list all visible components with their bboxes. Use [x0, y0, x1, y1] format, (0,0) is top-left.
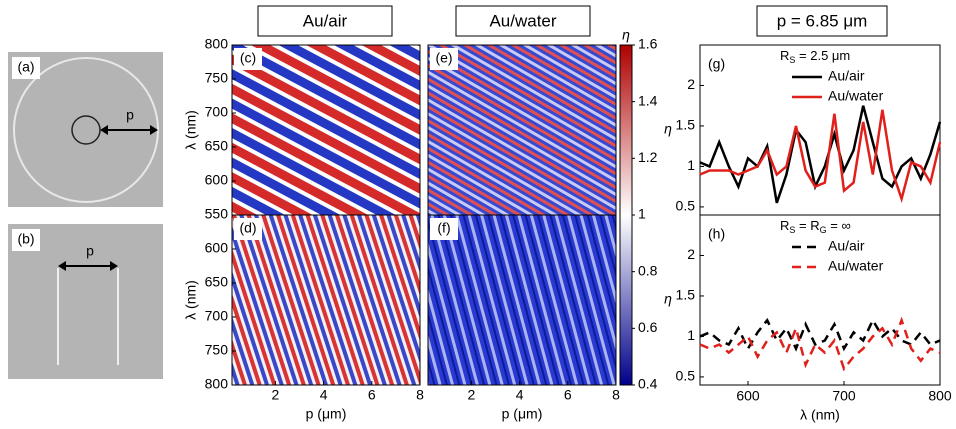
colorbar-tick-label: 1: [638, 206, 646, 222]
y-axis-label: λ (nm): [183, 280, 199, 320]
y-tick-label: 750: [205, 70, 229, 86]
colorbar-tick-label: 0.8: [638, 262, 658, 278]
x-axis-label: p (μm): [306, 406, 347, 422]
label-bg: [12, 57, 40, 79]
annotation-part: S: [789, 55, 795, 65]
label-bg: [12, 229, 40, 251]
series-line: [699, 316, 941, 372]
x-tick-label: 6: [564, 387, 572, 403]
annotation-part: G: [820, 225, 827, 235]
heatmap: [427, 214, 617, 386]
legend-label: Au/water: [828, 258, 884, 274]
panel-label-bg: [430, 218, 458, 240]
y-axis-label: η: [664, 291, 672, 307]
y-tick-label: 0.5: [676, 198, 696, 214]
y-tick-label: 1.5: [676, 117, 696, 133]
x-axis-label: λ (nm): [800, 407, 840, 423]
y-axis-label: λ (nm): [183, 110, 199, 150]
header-box: [756, 5, 888, 37]
y-tick-label: 700: [205, 104, 229, 120]
panel-label: (d): [239, 220, 256, 236]
y-tick-label: 800: [205, 376, 229, 392]
header: p = 6.85 μm: [777, 11, 868, 30]
annotation-part: S: [789, 225, 795, 235]
y-tick-label: 2: [687, 76, 695, 92]
y-tick-label: 2: [687, 246, 695, 262]
panel-label: (c): [240, 50, 256, 66]
panel-label-bg: [430, 48, 458, 70]
x-tick-label: 8: [416, 387, 424, 403]
y-tick-label: 1.5: [676, 287, 696, 303]
colorbar-label: η: [622, 27, 630, 43]
annotation-part: = 2.5 μm: [795, 48, 850, 63]
colorbar-tick-label: 1.4: [638, 92, 658, 108]
y-tick-label: 1: [687, 157, 695, 173]
colorbar-tick-label: 0.4: [638, 376, 658, 392]
x-tick-label: 2: [467, 387, 475, 403]
x-tick-label: 4: [320, 387, 328, 403]
panel-label: (g): [708, 56, 725, 72]
y-tick-label: 600: [205, 172, 229, 188]
y-tick-label: 1: [687, 327, 695, 343]
panel-label: (h): [708, 226, 725, 242]
x-tick-label: 2: [271, 387, 279, 403]
colorbar-tick-label: 1.6: [638, 36, 658, 52]
annotation: RS = 2.5 μm: [780, 48, 850, 65]
x-tick-label: 600: [736, 388, 760, 404]
annotation-part: = R: [795, 218, 819, 233]
arrow-label: p: [86, 243, 94, 259]
annotation-part: = ∞: [827, 218, 851, 233]
header-box: [257, 5, 393, 37]
panel-label: (e): [435, 50, 452, 66]
panel-label: (f): [437, 220, 450, 236]
plot-frame: [699, 214, 941, 386]
y-tick-label: 650: [205, 274, 229, 290]
colorbar: [619, 44, 633, 386]
y-tick-label: 0.5: [676, 368, 696, 384]
heatmap: [231, 44, 421, 216]
x-tick-label: 6: [368, 387, 376, 403]
heatmap: [231, 214, 421, 386]
x-axis-label: p (μm): [502, 406, 543, 422]
legend-label: Au/air: [828, 238, 865, 254]
colorbar-tick-label: 0.6: [638, 319, 658, 335]
y-tick-label: 800: [205, 36, 229, 52]
x-tick-label: 4: [516, 387, 524, 403]
arrow-label: p: [126, 107, 134, 123]
image-label: (b): [17, 231, 34, 247]
annotation-part: R: [780, 48, 789, 63]
y-tick-label: 550: [205, 206, 229, 222]
panel-label-bg: [234, 48, 262, 70]
legend-label: Au/air: [828, 68, 865, 84]
series-line: [699, 105, 942, 204]
x-tick-label: 800: [928, 388, 952, 404]
heatmap: [427, 44, 617, 216]
header: Au/air: [303, 11, 348, 30]
panel-label-bg: [234, 218, 262, 240]
y-axis-label: η: [664, 121, 672, 137]
x-tick-label: 8: [612, 387, 620, 403]
y-tick-label: 600: [205, 240, 229, 256]
y-tick-label: 700: [205, 308, 229, 324]
annotation: RS = RG = ∞: [780, 218, 851, 235]
series-line: [699, 109, 942, 204]
y-tick-label: 750: [205, 342, 229, 358]
header: Au/water: [489, 11, 556, 30]
legend-label: Au/water: [828, 88, 884, 104]
image-label: (a): [17, 59, 34, 75]
y-tick-label: 650: [205, 138, 229, 154]
plot-frame: [699, 44, 941, 216]
x-tick-label: 700: [832, 388, 856, 404]
header-box: [455, 5, 591, 37]
annotation-part: R: [780, 218, 789, 233]
colorbar-tick-label: 1.2: [638, 149, 658, 165]
